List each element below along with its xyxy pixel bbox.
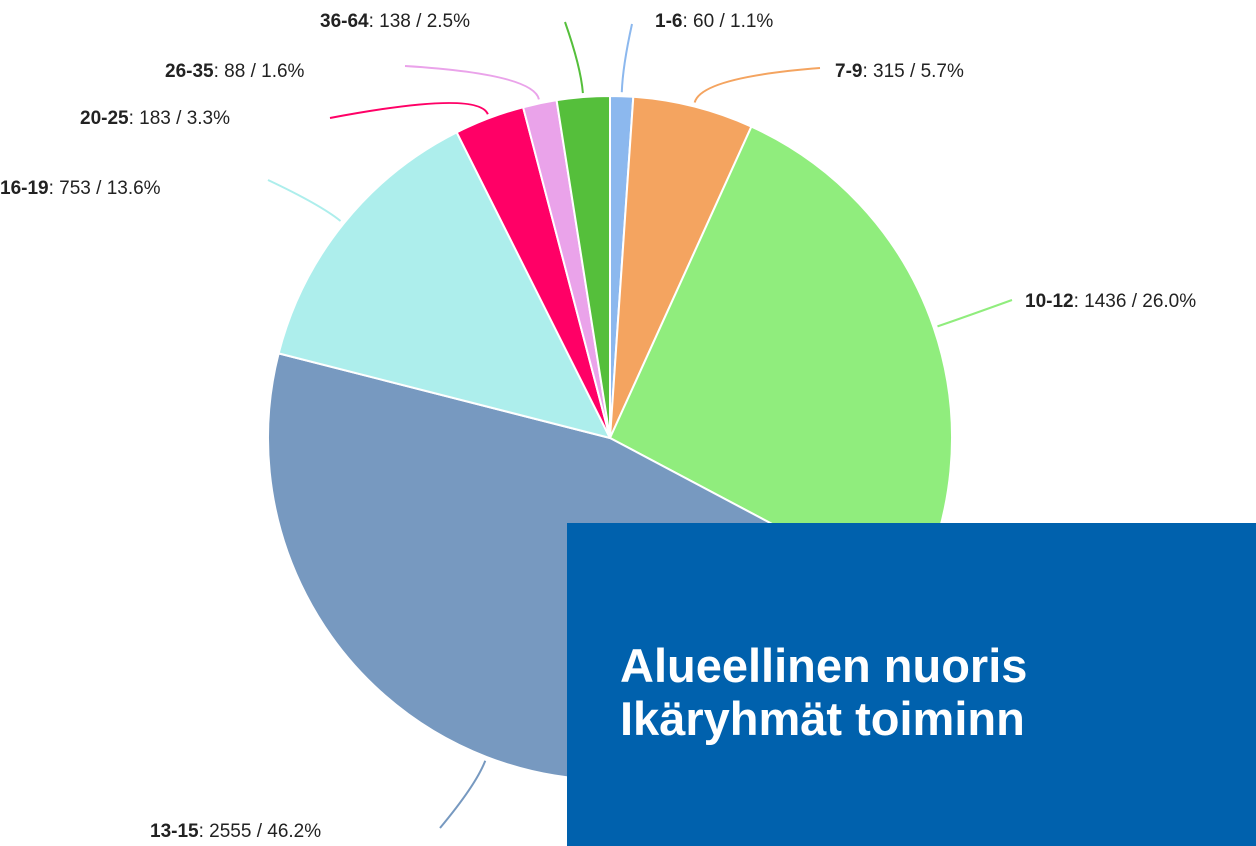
slice-category: 36-64 <box>320 11 369 32</box>
pie-slice <box>555 94 611 439</box>
slice-category: 13-15 <box>150 821 199 842</box>
leader-line <box>564 21 584 94</box>
leader-line <box>439 760 487 829</box>
overlay-line: Alueellinen nuoris <box>620 639 1027 692</box>
slice-label: 1-6: 60 / 1.1% <box>655 11 773 32</box>
leader-line <box>329 102 489 119</box>
pie-slice <box>277 130 612 440</box>
slice-category: 26-35 <box>165 61 214 82</box>
slice-value-label: : 183 / 3.3% <box>129 108 231 129</box>
slice-category: 1-6 <box>655 11 682 32</box>
slice-value-label: : 1436 / 26.0% <box>1074 291 1197 312</box>
slice-label: 26-35: 88 / 1.6% <box>165 61 305 82</box>
slice-value-label: : 2555 / 46.2% <box>199 821 322 842</box>
slice-category: 20-25 <box>80 108 129 129</box>
slice-label: 36-64: 138 / 2.5% <box>320 11 470 32</box>
leader-line <box>620 23 633 93</box>
slice-category: 10-12 <box>1025 291 1074 312</box>
slice-value-label: : 315 / 5.7% <box>862 61 964 82</box>
overlay-box <box>567 523 1256 846</box>
slice-label: 20-25: 183 / 3.3% <box>80 108 230 129</box>
slice-value-label: : 753 / 13.6% <box>49 178 161 199</box>
leader-line <box>937 299 1013 328</box>
leader-line <box>693 67 821 103</box>
slice-label: 7-9: 315 / 5.7% <box>835 61 964 82</box>
leader-line <box>404 65 540 100</box>
slice-value-label: : 88 / 1.6% <box>214 61 305 82</box>
slice-label: 13-15: 2555 / 46.2% <box>150 821 321 842</box>
slice-label: 16-19: 753 / 13.6% <box>0 178 161 199</box>
overlay-line: Ikäryhmät toiminn <box>620 692 1025 745</box>
labels: 1-6: 60 / 1.1% 7-9: 315 / 5.7% 10-12: 1436… <box>0 11 1196 842</box>
slice-category: 16-19 <box>0 178 49 199</box>
slice-value-label: : 138 / 2.5% <box>369 11 471 32</box>
leader-line <box>267 179 342 222</box>
slice-value-label: : 60 / 1.1% <box>682 11 773 32</box>
slice-category: 7-9 <box>835 61 862 82</box>
slice-label: 10-12: 1436 / 26.0% <box>1025 291 1196 312</box>
